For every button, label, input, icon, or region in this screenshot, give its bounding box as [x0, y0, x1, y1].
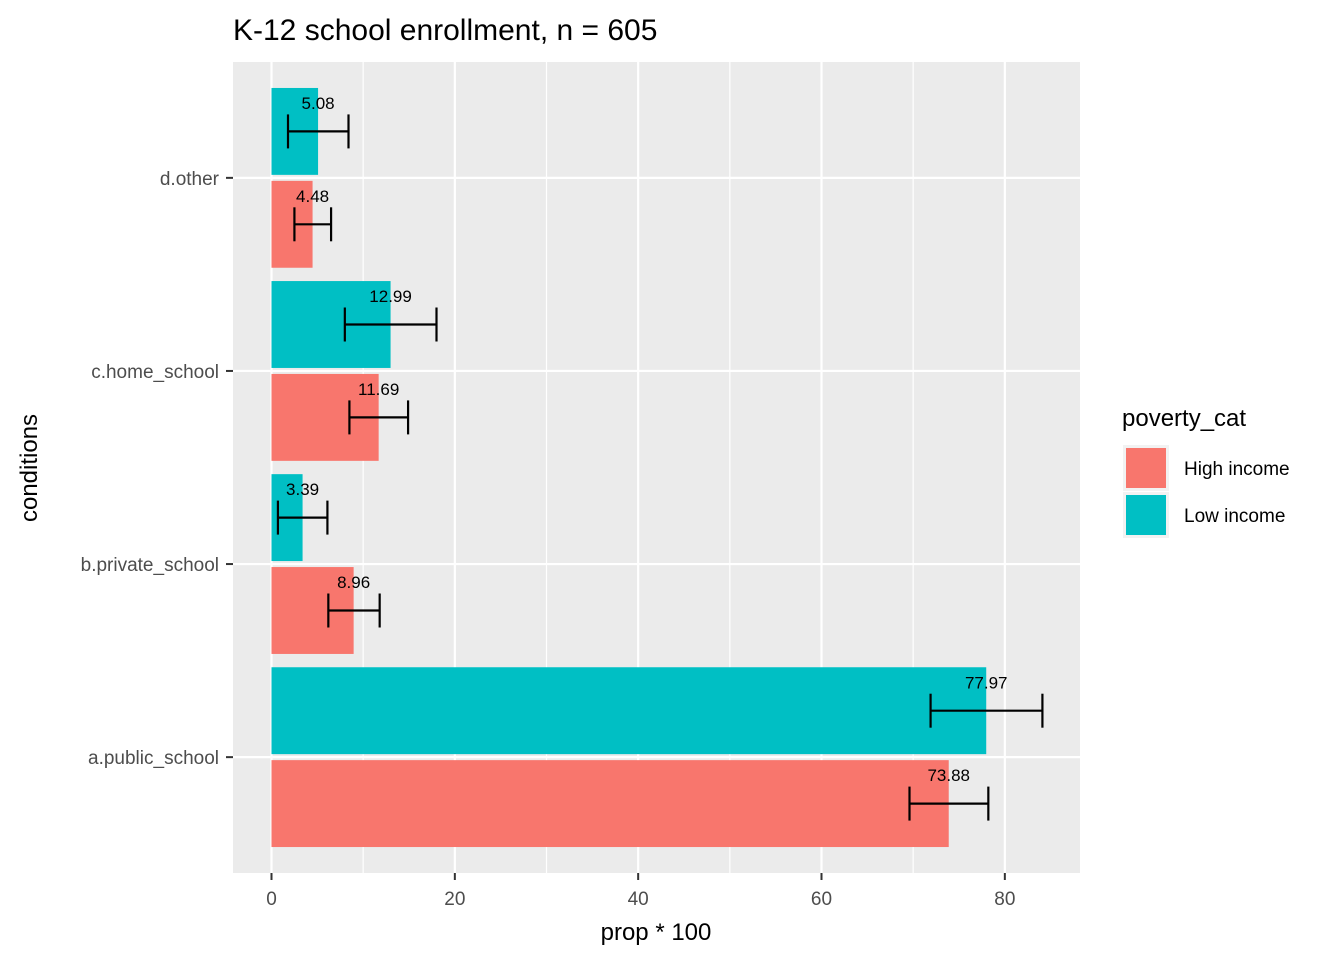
data-label: 73.88 — [927, 766, 970, 785]
bar — [271, 667, 987, 755]
data-label: 12.99 — [369, 287, 412, 306]
y-tick-label: b.private_school — [81, 555, 219, 576]
axes-layer: 0 20 40 60 80 a.public_school b.private_school… — [81, 169, 1016, 910]
y-tick-label: a.public_school — [88, 748, 219, 769]
data-label: 5.08 — [302, 94, 335, 113]
x-axis-title: prop * 100 — [601, 919, 712, 946]
error-bar — [348, 400, 410, 435]
legend-title: poverty_cat — [1122, 405, 1246, 432]
data-label: 77.97 — [965, 673, 1008, 692]
chart-title: K-12 school enrollment, n = 605 — [233, 14, 657, 47]
legend-entry-label: High income — [1184, 459, 1290, 480]
x-tick-label: 60 — [811, 889, 832, 910]
x-tick-label: 80 — [994, 889, 1015, 910]
error-bar — [929, 693, 1044, 728]
x-tick-label: 20 — [444, 889, 465, 910]
legend-swatch — [1126, 495, 1166, 535]
error-bar — [276, 500, 329, 535]
data-label: 4.48 — [296, 187, 329, 206]
error-bar — [293, 207, 333, 242]
y-tick-label: d.other — [160, 169, 220, 190]
x-tick-label: 0 — [266, 889, 277, 910]
error-bar — [343, 307, 438, 342]
data-label: 8.96 — [337, 573, 370, 592]
legend-entry-label: Low income — [1184, 506, 1285, 527]
data-labels-layer: 73.88 8.96 11.69 4.48 77.97 3.39 12.99 5.08 — [286, 94, 1007, 785]
error-bar — [908, 786, 990, 821]
bar — [271, 760, 949, 848]
data-label: 3.39 — [286, 480, 319, 499]
y-axis-title: conditions — [16, 414, 43, 522]
data-label: 11.69 — [358, 380, 399, 399]
error-bar — [286, 114, 350, 149]
error-bar — [327, 593, 381, 628]
legend: poverty_cat High income Low income — [1122, 405, 1290, 538]
x-tick-label: 40 — [628, 889, 649, 910]
legend-swatch — [1126, 448, 1166, 488]
error-bars-layer — [276, 114, 1044, 821]
y-tick-label: c.home_school — [91, 362, 219, 383]
